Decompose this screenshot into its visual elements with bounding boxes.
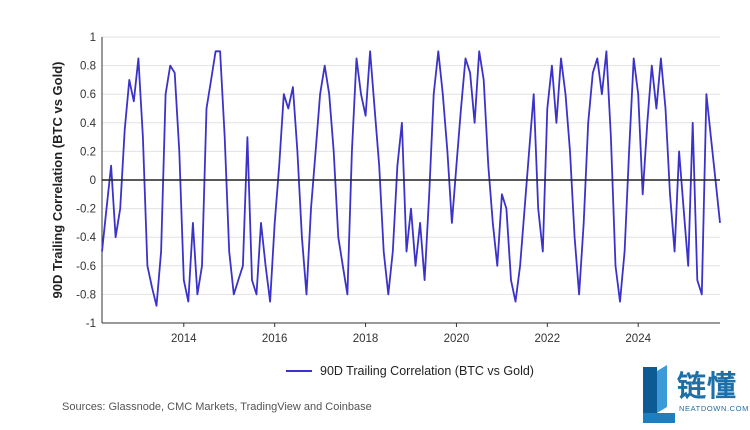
x-tick-label: 2020 xyxy=(444,333,470,345)
y-axis-title: 90D Trailing Correlation (BTC vs Gold) xyxy=(50,62,65,299)
x-tick-label: 2018 xyxy=(353,333,379,345)
legend: 90D Trailing Correlation (BTC vs Gold) xyxy=(286,364,534,378)
y-tick-label: 0.4 xyxy=(80,118,97,130)
y-tick-label: -0.8 xyxy=(76,289,96,301)
y-tick-label: 1 xyxy=(90,32,96,44)
y-tick-label: -0.2 xyxy=(76,204,96,216)
logo-l-mark-icon xyxy=(643,365,675,423)
y-tick-label: 0.8 xyxy=(80,61,96,73)
y-tick-label: 0.2 xyxy=(80,146,96,158)
x-tick-label: 2014 xyxy=(171,333,197,345)
chart: -1 -0.8 -0.6 -0.4 -0.2 0 0.2 0.4 0.6 0.8 1 2014 2016… xyxy=(50,32,721,345)
x-tick-label: 2022 xyxy=(535,333,561,345)
y-tick-label: -1 xyxy=(86,318,96,330)
source-note: Sources: Glassnode, CMC Markets, Trading… xyxy=(62,401,372,413)
series-line xyxy=(101,50,721,307)
legend-label: 90D Trailing Correlation (BTC vs Gold) xyxy=(320,364,534,378)
y-tick-label: 0 xyxy=(90,175,96,187)
neatdown-logo: 链懂 NEATDOWN.COM xyxy=(637,361,749,427)
logo-text-en: NEATDOWN.COM xyxy=(679,404,749,413)
logo-text-cn: 链懂 xyxy=(677,369,738,403)
x-tick-label: 2016 xyxy=(262,333,288,345)
legend-swatch xyxy=(286,370,312,372)
x-tick-label: 2024 xyxy=(625,333,651,345)
y-tick-label: -0.6 xyxy=(76,261,96,273)
y-tick-label: 0.6 xyxy=(80,89,96,101)
y-tick-label: -0.4 xyxy=(76,232,96,244)
